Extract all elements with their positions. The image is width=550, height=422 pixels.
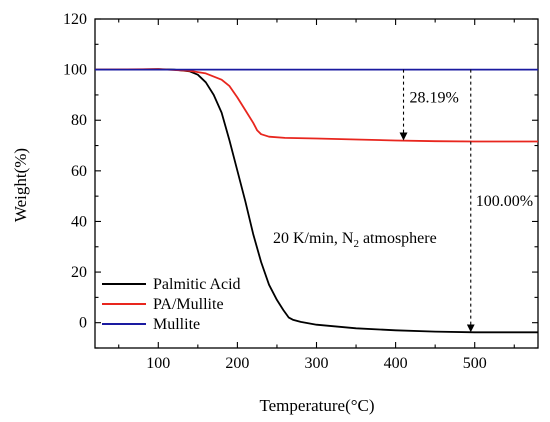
x-axis-title: Temperature(°C) bbox=[259, 396, 374, 415]
y-tick-label: 40 bbox=[71, 213, 87, 230]
y-tick-label: 100 bbox=[63, 62, 87, 79]
annotation-conditions: 20 K/min, N2 atmosphere bbox=[273, 230, 437, 250]
y-tick-label: 120 bbox=[63, 11, 87, 28]
annotation-28-19: 28.19% bbox=[410, 89, 459, 106]
annotation-100-00: 100.00% bbox=[476, 193, 533, 210]
x-tick-label: 400 bbox=[384, 355, 408, 372]
x-tick-label: 300 bbox=[305, 355, 329, 372]
y-tick-label: 0 bbox=[79, 315, 87, 332]
legend-label: Palmitic Acid bbox=[153, 276, 241, 293]
series-line-pa-mullite bbox=[94, 68, 538, 143]
y-tick-label: 60 bbox=[71, 163, 87, 180]
legend-label: Mullite bbox=[153, 316, 200, 333]
x-tick-label: 100 bbox=[146, 355, 170, 372]
y-tick-label: 80 bbox=[71, 112, 87, 129]
x-tick-label: 500 bbox=[463, 355, 487, 372]
y-axis-title: Weight(%) bbox=[11, 148, 30, 222]
y-tick-label: 20 bbox=[71, 264, 87, 281]
x-tick-label: 200 bbox=[225, 355, 249, 372]
legend-label: PA/Mullite bbox=[153, 296, 224, 313]
